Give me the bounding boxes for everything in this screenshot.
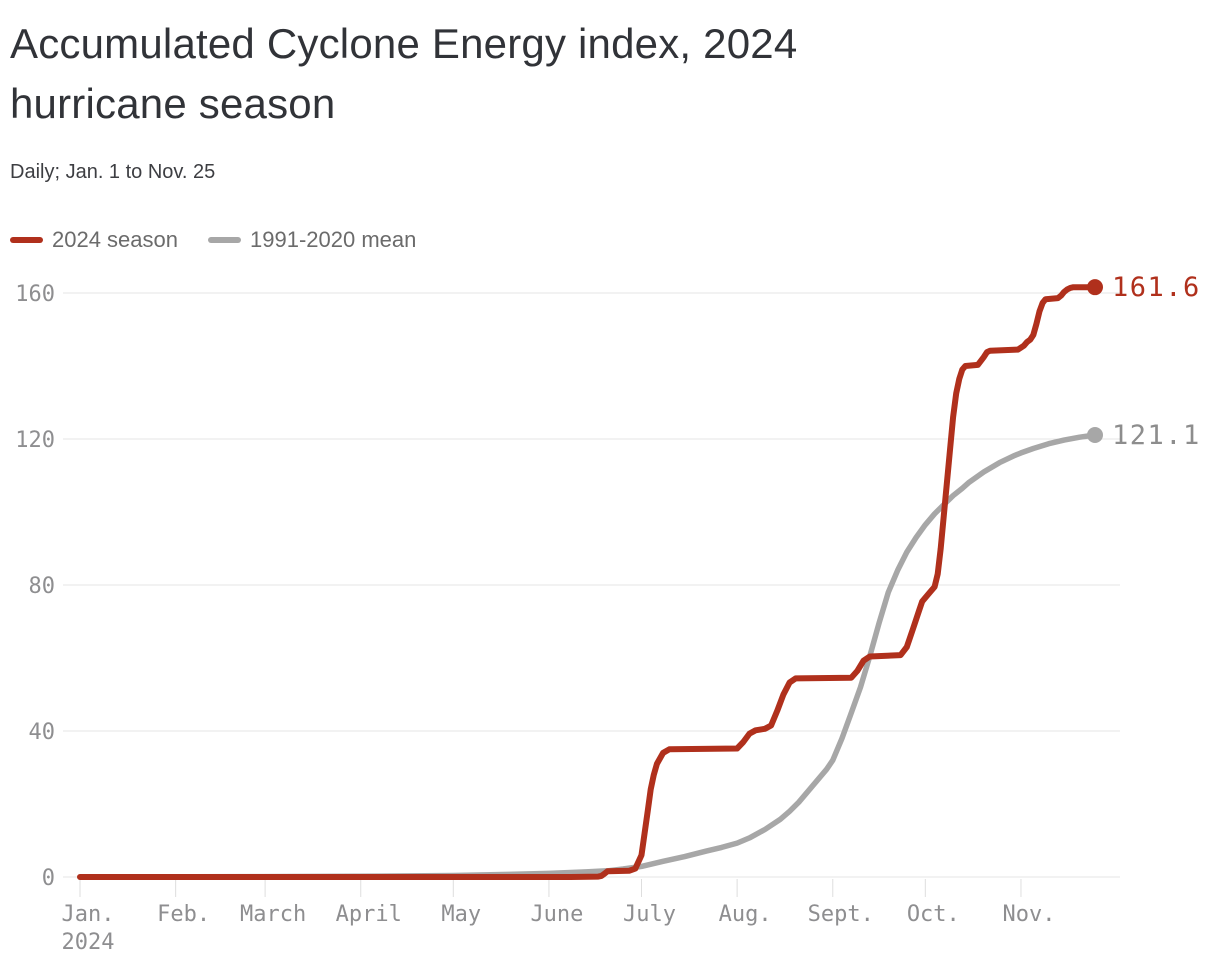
series-end-dot-2024-season <box>1087 279 1103 296</box>
series-end-label-2024-season: 161.6 <box>1112 272 1201 303</box>
page-title-line2: hurricane season <box>10 80 336 127</box>
series-end-label-1991-2020-mean: 121.1 <box>1112 420 1201 451</box>
y-axis-label-160: 160 <box>15 282 55 307</box>
chart-legend: 2024 season 1991-2020 mean <box>10 227 416 253</box>
chart-subtitle: Daily; Jan. 1 to Nov. 25 <box>10 161 216 183</box>
legend-item-1991-2020-mean: 1991-2020 mean <box>208 227 416 253</box>
y-axis-label-40: 40 <box>29 720 56 745</box>
series-end-dot-1991-2020-mean <box>1087 426 1103 443</box>
x-axis-label-Jan.: Jan. <box>62 902 115 927</box>
x-axis-label-June: June <box>530 902 583 927</box>
legend-label-1991-2020-mean: 1991-2020 mean <box>250 227 417 252</box>
legend-label-2024-season: 2024 season <box>52 227 178 252</box>
x-axis-label-Sept.: Sept. <box>808 902 874 927</box>
x-axis-label-July: July <box>623 902 676 927</box>
y-axis-label-120: 120 <box>15 428 55 453</box>
y-axis-label-80: 80 <box>29 574 56 599</box>
legend-item-2024-season: 2024 season <box>10 227 178 253</box>
legend-swatch-2024-season <box>10 237 43 243</box>
x-axis-label-Nov.: Nov. <box>1002 902 1055 927</box>
x-axis-label-Oct.: Oct. <box>907 902 960 927</box>
x-axis-sublabel-2024: 2024 <box>62 930 115 955</box>
x-axis-label-April: April <box>336 902 402 927</box>
page-title-line1: Accumulated Cyclone Energy index, 2024 <box>10 20 798 67</box>
series-line-2024-season <box>77 284 1098 880</box>
y-axis-label-0: 0 <box>42 866 55 891</box>
page-title: Accumulated Cyclone Energy index, 2024 h… <box>10 14 1070 134</box>
x-axis-label-Aug.: Aug. <box>719 902 772 927</box>
x-axis-label-March: March <box>240 902 306 927</box>
legend-swatch-1991-2020-mean <box>208 237 241 243</box>
x-axis-label-Feb.: Feb. <box>157 902 210 927</box>
x-axis-label-May: May <box>441 902 481 927</box>
